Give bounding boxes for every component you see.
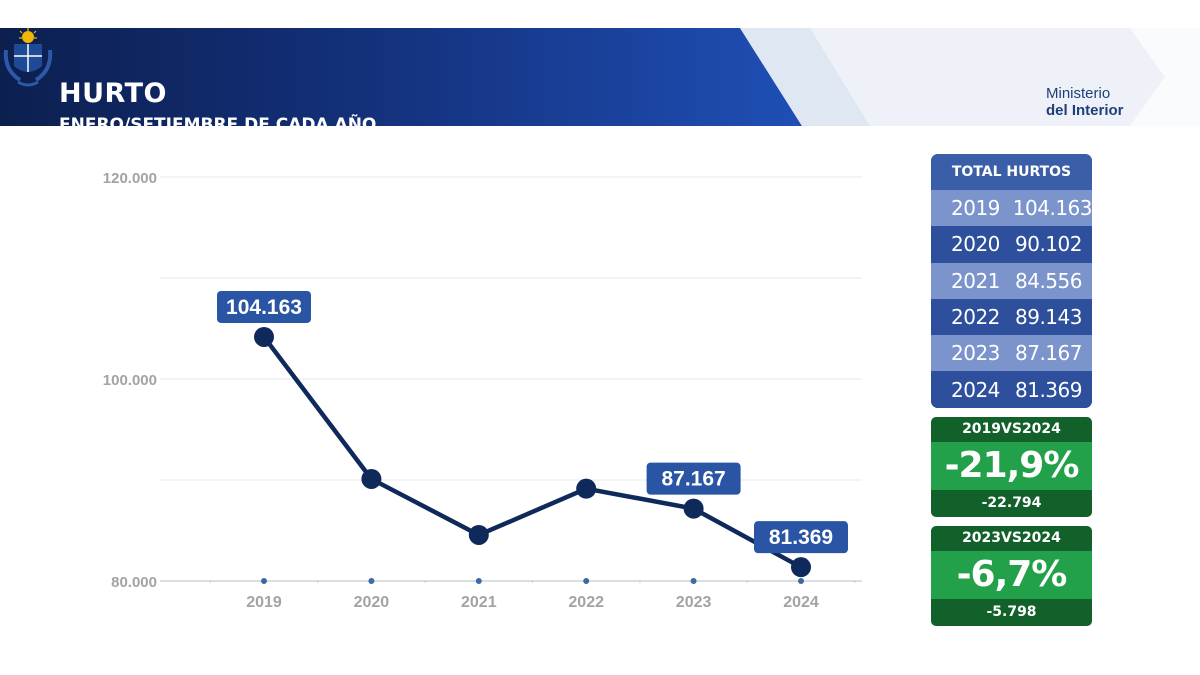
x-axis: 2019 2020 2021 2022 2023 2024 bbox=[209, 578, 856, 611]
totals-value: 89.143 bbox=[1015, 305, 1082, 330]
totals-year: 2020 bbox=[951, 232, 1000, 257]
line-chart: 80.000 100.000 120.000 2019 2020 2021 2022 202… bbox=[103, 170, 862, 611]
y-axis-labels: 80.000 100.000 120.000 bbox=[103, 170, 157, 591]
totals-table: TOTAL HURTOS 2019 104.163 2020 90.102 20… bbox=[931, 154, 1092, 408]
comparison-box-2023-2024: 2023VS2024 -6,7% -5.798 bbox=[931, 526, 1092, 626]
y-tick-label: 120.000 bbox=[103, 170, 157, 187]
x-axis-dot bbox=[798, 578, 804, 584]
x-tick-label: 2024 bbox=[783, 594, 819, 611]
data-label-text: 81.369 bbox=[769, 526, 833, 549]
data-label: 104.163 bbox=[217, 290, 311, 323]
y-tick-label: 100.000 bbox=[103, 372, 157, 389]
data-point bbox=[361, 468, 382, 489]
x-axis-dot bbox=[261, 578, 267, 584]
data-point bbox=[683, 498, 704, 519]
x-tick-label: 2022 bbox=[568, 594, 604, 611]
x-tick-label: 2020 bbox=[354, 594, 390, 611]
data-label-text: 87.167 bbox=[661, 468, 725, 491]
comparison-difference: -22.794 bbox=[931, 490, 1092, 517]
ministry-name-line2: del Interior bbox=[1046, 102, 1124, 119]
totals-row: 2019 104.163 bbox=[931, 190, 1092, 227]
data-label: 81.369 bbox=[754, 521, 848, 554]
series-line bbox=[262, 335, 803, 570]
comparison-difference: -5.798 bbox=[931, 599, 1092, 626]
comparison-title: 2019VS2024 bbox=[931, 417, 1092, 442]
data-point bbox=[468, 524, 489, 545]
totals-year: 2024 bbox=[951, 377, 1000, 402]
data-label-box bbox=[217, 290, 311, 323]
uruguay-coat-of-arms-icon bbox=[3, 28, 53, 87]
page-subtitle: ENERO/SETIEMBRE DE CADA AÑO bbox=[59, 115, 377, 135]
x-axis-dot bbox=[368, 578, 375, 584]
totals-table-title: TOTAL HURTOS bbox=[931, 154, 1092, 190]
totals-year: 2019 bbox=[951, 196, 1000, 221]
totals-value: 81.369 bbox=[1015, 377, 1082, 402]
totals-year: 2022 bbox=[951, 305, 1000, 330]
data-points bbox=[254, 326, 811, 578]
totals-value: 104.163 bbox=[1012, 196, 1092, 221]
chart-gridlines bbox=[160, 176, 862, 582]
comparison-percent: -21,9% bbox=[931, 442, 1092, 490]
comparison-box-2019-2024: 2019VS2024 -21,9% -22.794 bbox=[931, 417, 1092, 517]
comparison-percent: -6,7% bbox=[931, 551, 1092, 599]
totals-row: 2023 87.167 bbox=[931, 335, 1092, 372]
y-tick-label: 80.000 bbox=[111, 574, 157, 591]
totals-year: 2021 bbox=[951, 268, 1000, 293]
page-title: HURTO bbox=[59, 78, 167, 109]
header-banner: HURTO ENERO/SETIEMBRE DE CADA AÑO Minist… bbox=[0, 28, 1200, 135]
totals-row: 2021 84.556 bbox=[931, 262, 1092, 299]
data-label-text: 104.163 bbox=[226, 296, 302, 319]
x-axis-dot bbox=[475, 578, 482, 584]
x-axis-dot bbox=[583, 578, 590, 584]
ministry-name-line1: Ministerio bbox=[1046, 85, 1111, 102]
totals-row: 2020 90.102 bbox=[931, 226, 1092, 263]
totals-value: 87.167 bbox=[1015, 341, 1082, 366]
totals-value: 90.102 bbox=[1015, 232, 1082, 257]
data-label-box bbox=[646, 462, 741, 495]
data-label-box bbox=[754, 521, 848, 554]
x-axis-dot bbox=[690, 578, 697, 584]
data-point bbox=[254, 326, 274, 347]
x-tick-label: 2023 bbox=[676, 594, 712, 611]
totals-year: 2023 bbox=[951, 341, 1000, 366]
data-labels: 104.163 87.167 81.369 bbox=[217, 290, 848, 554]
totals-value: 84.556 bbox=[1015, 268, 1082, 293]
data-point bbox=[791, 557, 811, 578]
x-tick-label: 2019 bbox=[246, 594, 282, 611]
comparison-title: 2023VS2024 bbox=[931, 526, 1092, 551]
totals-row: 2022 89.143 bbox=[931, 298, 1092, 336]
data-point bbox=[576, 478, 597, 499]
totals-row: 2024 81.369 bbox=[931, 371, 1092, 408]
x-tick-label: 2021 bbox=[461, 594, 497, 611]
data-label: 87.167 bbox=[646, 462, 741, 495]
